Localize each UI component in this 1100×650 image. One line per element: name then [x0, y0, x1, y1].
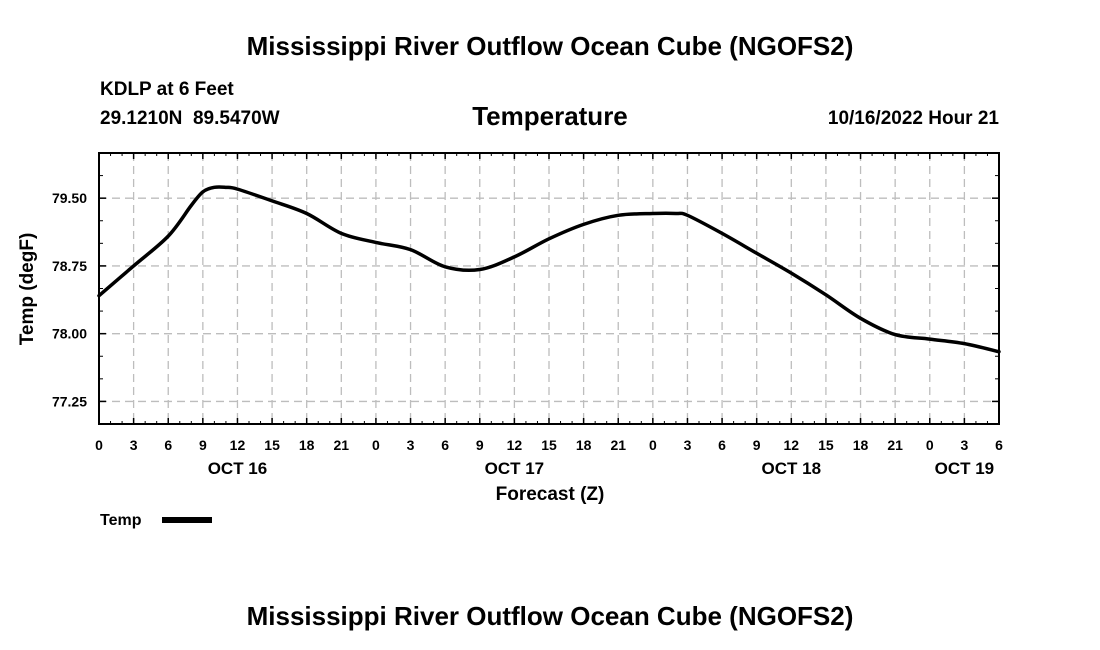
x-tick-label: 9 — [476, 437, 484, 453]
x-tick-label: 12 — [230, 437, 246, 453]
x-tick-label: 21 — [887, 437, 903, 453]
x-tick-label: 18 — [853, 437, 869, 453]
y-tick-label: 77.25 — [52, 393, 87, 409]
x-tick-label: 12 — [507, 437, 523, 453]
plot-frame — [98, 152, 1000, 425]
chart-title: Temperature — [472, 101, 628, 131]
x-tick-label: 9 — [753, 437, 761, 453]
x-tick-labels: 0 3 6 9 12 15 18 21 0 3 6 9 12 15 18 21 0 3 6 9 12 15 18 21 0 3 6 — [95, 437, 1003, 453]
x-tick-label: 15 — [818, 437, 834, 453]
x-tick-label: 9 — [199, 437, 207, 453]
x-tick-label: 15 — [264, 437, 280, 453]
x-tick-label: 0 — [649, 437, 657, 453]
x-tick-label: 6 — [164, 437, 172, 453]
x-tick-label: 3 — [684, 437, 692, 453]
valid-time: 10/16/2022 Hour 21 — [828, 108, 1000, 129]
y-tick-label: 79.50 — [52, 190, 87, 206]
series-layer — [97, 185, 1001, 354]
station-coords: 29.1210N 89.5470W — [100, 108, 280, 129]
day-labels: OCT 16 OCT 17 OCT 18 OCT 19 — [208, 459, 994, 478]
x-tick-label: 6 — [441, 437, 449, 453]
day-label: OCT 19 — [935, 459, 995, 478]
x-tick-label: 21 — [334, 437, 350, 453]
x-tick-label: 18 — [576, 437, 592, 453]
x-tick-label: 0 — [372, 437, 380, 453]
x-tick-label: 3 — [407, 437, 415, 453]
x-tick-label: 0 — [926, 437, 934, 453]
series-line-temp — [97, 185, 1001, 354]
station-name: KDLP at 6 Feet — [100, 79, 234, 100]
x-axis-label: Forecast (Z) — [496, 484, 605, 505]
day-label: OCT 16 — [208, 459, 268, 478]
y-tick-labels: 77.25 78.00 78.75 79.50 — [52, 190, 87, 409]
y-tick-label: 78.00 — [52, 326, 87, 342]
y-tick-label: 78.75 — [52, 258, 87, 274]
x-tick-label: 3 — [960, 437, 968, 453]
x-tick-label: 12 — [784, 437, 800, 453]
day-label: OCT 18 — [762, 459, 822, 478]
legend-label-temp: Temp — [100, 512, 142, 529]
x-tick-label: 15 — [541, 437, 557, 453]
legend: Temp — [100, 512, 212, 529]
x-tick-label: 0 — [95, 437, 103, 453]
day-label: OCT 17 — [485, 459, 545, 478]
x-tick-label: 18 — [299, 437, 315, 453]
y-axis-label: Temp (degF) — [17, 233, 38, 346]
footer-title: Mississippi River Outflow Ocean Cube (NG… — [247, 601, 854, 631]
page-title: Mississippi River Outflow Ocean Cube (NG… — [247, 31, 854, 61]
x-tick-label: 6 — [995, 437, 1003, 453]
x-tick-label: 6 — [718, 437, 726, 453]
grid — [99, 153, 999, 424]
x-tick-label: 3 — [130, 437, 138, 453]
x-tick-label: 21 — [610, 437, 626, 453]
